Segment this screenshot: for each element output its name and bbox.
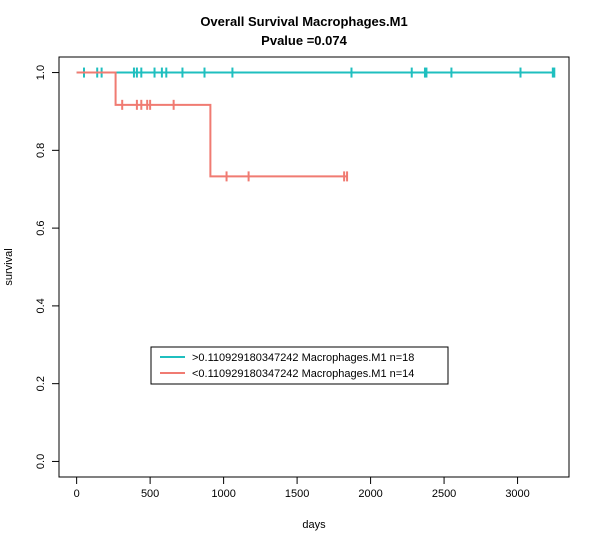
y-tick-label: 0.8	[35, 143, 47, 158]
x-axis: 0 500 1000 1500 2000 2500 3000	[74, 476, 530, 500]
plot-frame	[58, 56, 570, 478]
y-axis-label: survival	[3, 248, 15, 285]
x-tick-label: 1500	[285, 488, 309, 500]
x-axis-label: days	[302, 519, 326, 531]
chart-subtitle: Pvalue =0.074	[261, 33, 347, 48]
x-tick-label: 2500	[432, 488, 456, 500]
x-tick-label: 1000	[211, 488, 235, 500]
x-tick-label: 500	[141, 488, 159, 500]
x-tick-label: 2000	[358, 488, 382, 500]
legend-label-high: >0.110929180347242 Macrophages.M1 n=18	[192, 352, 414, 364]
y-tick-label: 0.6	[35, 220, 47, 235]
y-tick-label: 0.4	[35, 298, 47, 313]
series-layer	[76, 67, 556, 182]
legend: >0.110929180347242 Macrophages.M1 n=18 <…	[150, 346, 449, 385]
chart-title: Overall Survival Macrophages.M1	[200, 14, 407, 29]
y-tick-label: 0.2	[35, 376, 47, 391]
series-line-low	[76, 71, 348, 178]
y-axis: 0.0 0.2 0.4 0.6 0.8 1.0	[35, 65, 60, 469]
y-tick-label: 1.0	[35, 65, 47, 80]
legend-box	[150, 346, 449, 385]
x-tick-label: 0	[74, 488, 80, 500]
y-tick-label: 0.0	[35, 454, 47, 469]
x-tick-label: 3000	[505, 488, 529, 500]
legend-label-low: <0.110929180347242 Macrophages.M1 n=14	[192, 368, 414, 380]
